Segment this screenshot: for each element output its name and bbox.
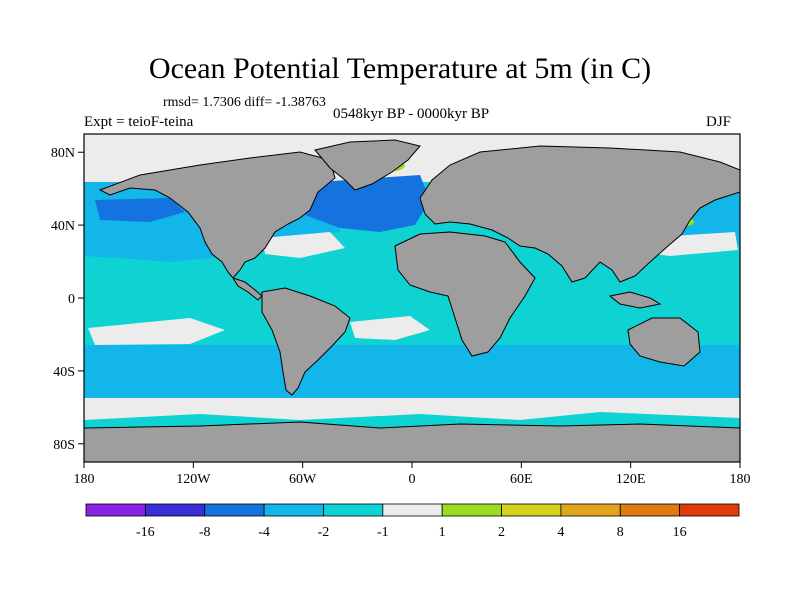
colorbar-swatch bbox=[382, 503, 443, 517]
lat-tick-label: 40S bbox=[53, 365, 75, 380]
colorbar-swatch bbox=[204, 503, 265, 517]
land-maritime-asia bbox=[608, 291, 662, 309]
colorbar-swatch bbox=[323, 503, 384, 517]
colorbar-label: 4 bbox=[557, 525, 564, 540]
latitude-axis: 80N 40N 0 40S 80S bbox=[51, 146, 84, 453]
colorbar-label: -2 bbox=[318, 525, 330, 540]
land-north-america bbox=[98, 151, 336, 279]
experiment-label: Expt = teioF-teina bbox=[84, 114, 194, 130]
colorbar-swatch bbox=[501, 503, 562, 517]
land-central-america bbox=[231, 277, 263, 301]
north-pacific-cold-patch bbox=[95, 198, 185, 222]
north-atlantic-neutral-patch bbox=[262, 232, 345, 258]
lon-tick-label: 180 bbox=[74, 472, 95, 487]
colorbar-swatch bbox=[619, 503, 681, 517]
south-pacific-neutral-patch bbox=[88, 318, 225, 345]
colorbar-swatch bbox=[679, 503, 740, 517]
season-label: DJF bbox=[706, 114, 732, 130]
colorbar-swatch bbox=[144, 503, 206, 517]
land-eurasia bbox=[419, 145, 740, 283]
land-greenland bbox=[314, 139, 421, 191]
land-africa bbox=[394, 231, 536, 357]
lon-tick-label: 0 bbox=[409, 472, 416, 487]
colorbar-label: 8 bbox=[617, 525, 624, 540]
lat-tick-label: 0 bbox=[68, 292, 75, 307]
colorbar: -16 -8 -4 -2 -1 1 2 4 8 16 bbox=[85, 503, 740, 540]
land-antarctica bbox=[84, 421, 740, 462]
period-label: 0548kyr BP - 0000kyr BP bbox=[332, 106, 490, 122]
lon-tick-label: 60E bbox=[510, 472, 533, 487]
lon-tick-label: 60W bbox=[289, 472, 317, 487]
map-title: Ocean Potential Temperature at 5m (in C) bbox=[148, 52, 652, 85]
colorbar-swatch bbox=[263, 503, 324, 517]
stats-label: rmsd= 1.7306 diff= -1.38763 bbox=[163, 95, 326, 110]
colorbar-label: -16 bbox=[136, 525, 155, 540]
colorbar-swatch bbox=[85, 503, 146, 517]
colorbar-swatch bbox=[560, 503, 621, 517]
lat-tick-label: 80N bbox=[51, 146, 75, 161]
north-atlantic-cold-zone bbox=[300, 175, 430, 232]
land-australia bbox=[627, 317, 701, 367]
land-masses bbox=[84, 139, 740, 462]
longitude-axis: 180 120W 60W 0 60E 120E 180 bbox=[74, 462, 751, 487]
south-atlantic-neutral-patch bbox=[350, 316, 430, 340]
south-band-cool-zone bbox=[84, 345, 740, 398]
colorbar-label: -8 bbox=[199, 525, 211, 540]
lat-tick-label: 80S bbox=[53, 438, 75, 453]
lon-tick-label: 120E bbox=[616, 472, 646, 487]
lon-tick-label: 180 bbox=[730, 472, 751, 487]
colorbar-swatch bbox=[441, 503, 502, 517]
lat-tick-label: 40N bbox=[51, 219, 75, 234]
southern-ocean-neutral-band bbox=[84, 398, 740, 420]
map-panel bbox=[84, 134, 740, 462]
colorbar-label: 1 bbox=[439, 525, 446, 540]
colorbar-label: 2 bbox=[498, 525, 505, 540]
land-south-america bbox=[261, 287, 351, 396]
colorbar-label: -1 bbox=[377, 525, 389, 540]
colorbar-label: -4 bbox=[258, 525, 270, 540]
lon-tick-label: 120W bbox=[176, 472, 211, 487]
colorbar-label: 16 bbox=[673, 525, 687, 540]
